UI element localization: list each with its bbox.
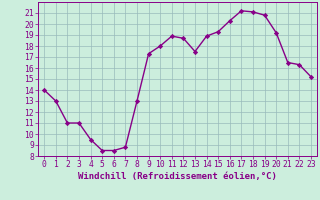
X-axis label: Windchill (Refroidissement éolien,°C): Windchill (Refroidissement éolien,°C) (78, 172, 277, 181)
